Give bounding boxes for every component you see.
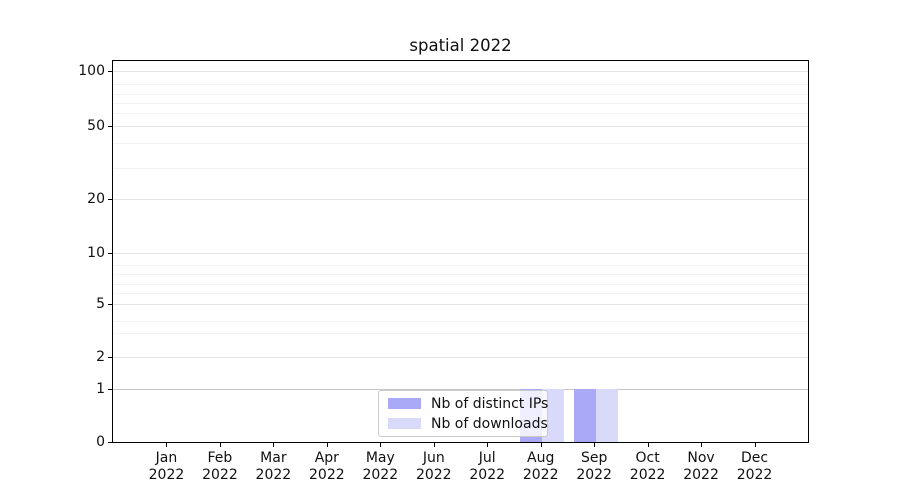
y-axis-tick	[108, 357, 112, 358]
y-axis-tick	[108, 388, 112, 390]
x-tick-month: Feb	[207, 450, 233, 466]
downloads-bar	[595, 388, 618, 442]
x-axis-tick	[326, 443, 328, 447]
x-tick-month: Dec	[740, 450, 769, 466]
distinct-ips-swatch-icon	[388, 398, 421, 409]
x-axis-tick	[540, 443, 542, 447]
x-tick-year: 2022	[202, 467, 238, 483]
minor-gridline	[113, 113, 808, 114]
x-tick-month: Aug	[527, 450, 555, 466]
x-axis-tick-label: Nov 2022	[667, 450, 735, 484]
x-axis-tick-label: Jan 2022	[132, 450, 200, 484]
major-gridline	[113, 357, 808, 358]
x-tick-month: Nov	[687, 450, 715, 466]
minor-gridline	[113, 265, 808, 266]
minor-gridline	[113, 168, 808, 169]
major-gridline	[113, 388, 808, 390]
x-tick-month: Jul	[478, 450, 496, 466]
x-tick-year: 2022	[469, 467, 506, 483]
x-tick-month: Jan	[155, 450, 178, 466]
major-gridline	[113, 304, 808, 305]
x-axis-tick-label: Dec 2022	[721, 450, 789, 484]
y-axis-tick	[108, 442, 112, 443]
x-axis-tick	[433, 443, 435, 447]
x-axis-tick-label: Apr 2022	[293, 450, 361, 484]
x-tick-year: 2022	[362, 467, 399, 483]
minor-gridline	[113, 143, 808, 144]
x-axis-tick-label: Aug 2022	[507, 450, 575, 484]
x-axis-tick	[754, 443, 756, 447]
y-axis-tick	[108, 71, 112, 72]
minor-gridline	[113, 103, 808, 104]
y-axis-tick	[108, 253, 112, 254]
x-axis-tick	[487, 443, 489, 447]
x-axis-tick	[701, 443, 703, 447]
x-axis-tick	[273, 443, 275, 447]
major-gridline	[113, 71, 808, 72]
x-tick-year: 2022	[255, 467, 292, 483]
x-axis-tick	[380, 443, 382, 447]
minor-gridline	[113, 84, 808, 85]
x-tick-month: Jun	[422, 450, 445, 466]
x-tick-year: 2022	[309, 467, 345, 483]
x-tick-month: Oct	[635, 450, 660, 466]
legend-item: Nb of downloads	[388, 415, 548, 432]
major-gridline	[113, 253, 808, 254]
y-axis-tick-label: 5	[96, 296, 105, 312]
plot-area	[112, 60, 809, 443]
x-axis-tick-label: Jul 2022	[453, 450, 521, 484]
legend-item: Nb of distinct IPs	[388, 395, 549, 412]
minor-gridline	[113, 94, 808, 95]
x-tick-year: 2022	[683, 467, 719, 483]
y-axis-tick-label: 0	[96, 434, 105, 450]
x-axis-tick	[594, 443, 596, 447]
y-axis-tick-label: 50	[87, 118, 105, 134]
x-tick-year: 2022	[629, 467, 666, 483]
legend-label: Nb of distinct IPs	[431, 395, 549, 412]
x-axis-tick-label: Jun 2022	[400, 450, 468, 484]
y-axis-tick-label: 1	[96, 380, 105, 397]
x-tick-year: 2022	[522, 467, 559, 483]
y-axis-tick-label: 100	[78, 63, 105, 79]
legend: Nb of distinct IPs Nb of downloads	[378, 390, 548, 437]
y-axis-tick-label: 2	[96, 349, 105, 365]
y-axis-tick	[108, 126, 112, 127]
minor-gridline	[113, 274, 808, 275]
major-gridline	[113, 198, 808, 200]
x-tick-month: Sep	[580, 450, 608, 466]
x-axis-tick-label: Sep 2022	[560, 450, 628, 484]
minor-gridline	[113, 333, 808, 334]
y-axis-tick	[108, 304, 112, 305]
x-axis-tick-label: Oct 2022	[614, 450, 682, 484]
y-axis-tick-label: 20	[87, 190, 105, 207]
major-gridline	[113, 126, 808, 127]
x-tick-year: 2022	[576, 467, 612, 483]
x-tick-month: May	[365, 450, 395, 466]
x-axis-tick-label: Mar 2022	[239, 450, 307, 484]
y-axis-tick-label: 10	[87, 245, 105, 261]
x-axis-tick-label: May 2022	[346, 450, 414, 484]
x-tick-month: Apr	[314, 450, 339, 466]
minor-gridline	[113, 284, 808, 285]
minor-gridline	[113, 293, 808, 294]
x-tick-year: 2022	[415, 467, 452, 483]
downloads-swatch-icon	[388, 418, 421, 429]
x-tick-year: 2022	[148, 467, 185, 483]
x-axis-tick-label: Feb 2022	[186, 450, 254, 484]
x-tick-month: Mar	[260, 450, 287, 466]
x-axis-tick	[166, 443, 168, 447]
x-axis-tick	[647, 443, 649, 447]
chart-title: spatial 2022	[409, 36, 512, 55]
legend-label: Nb of downloads	[431, 415, 548, 432]
minor-gridline	[113, 321, 808, 322]
distinct-ips-bar	[573, 388, 596, 442]
x-tick-year: 2022	[736, 467, 773, 483]
y-axis-tick	[108, 198, 112, 200]
x-axis-tick	[219, 443, 221, 447]
